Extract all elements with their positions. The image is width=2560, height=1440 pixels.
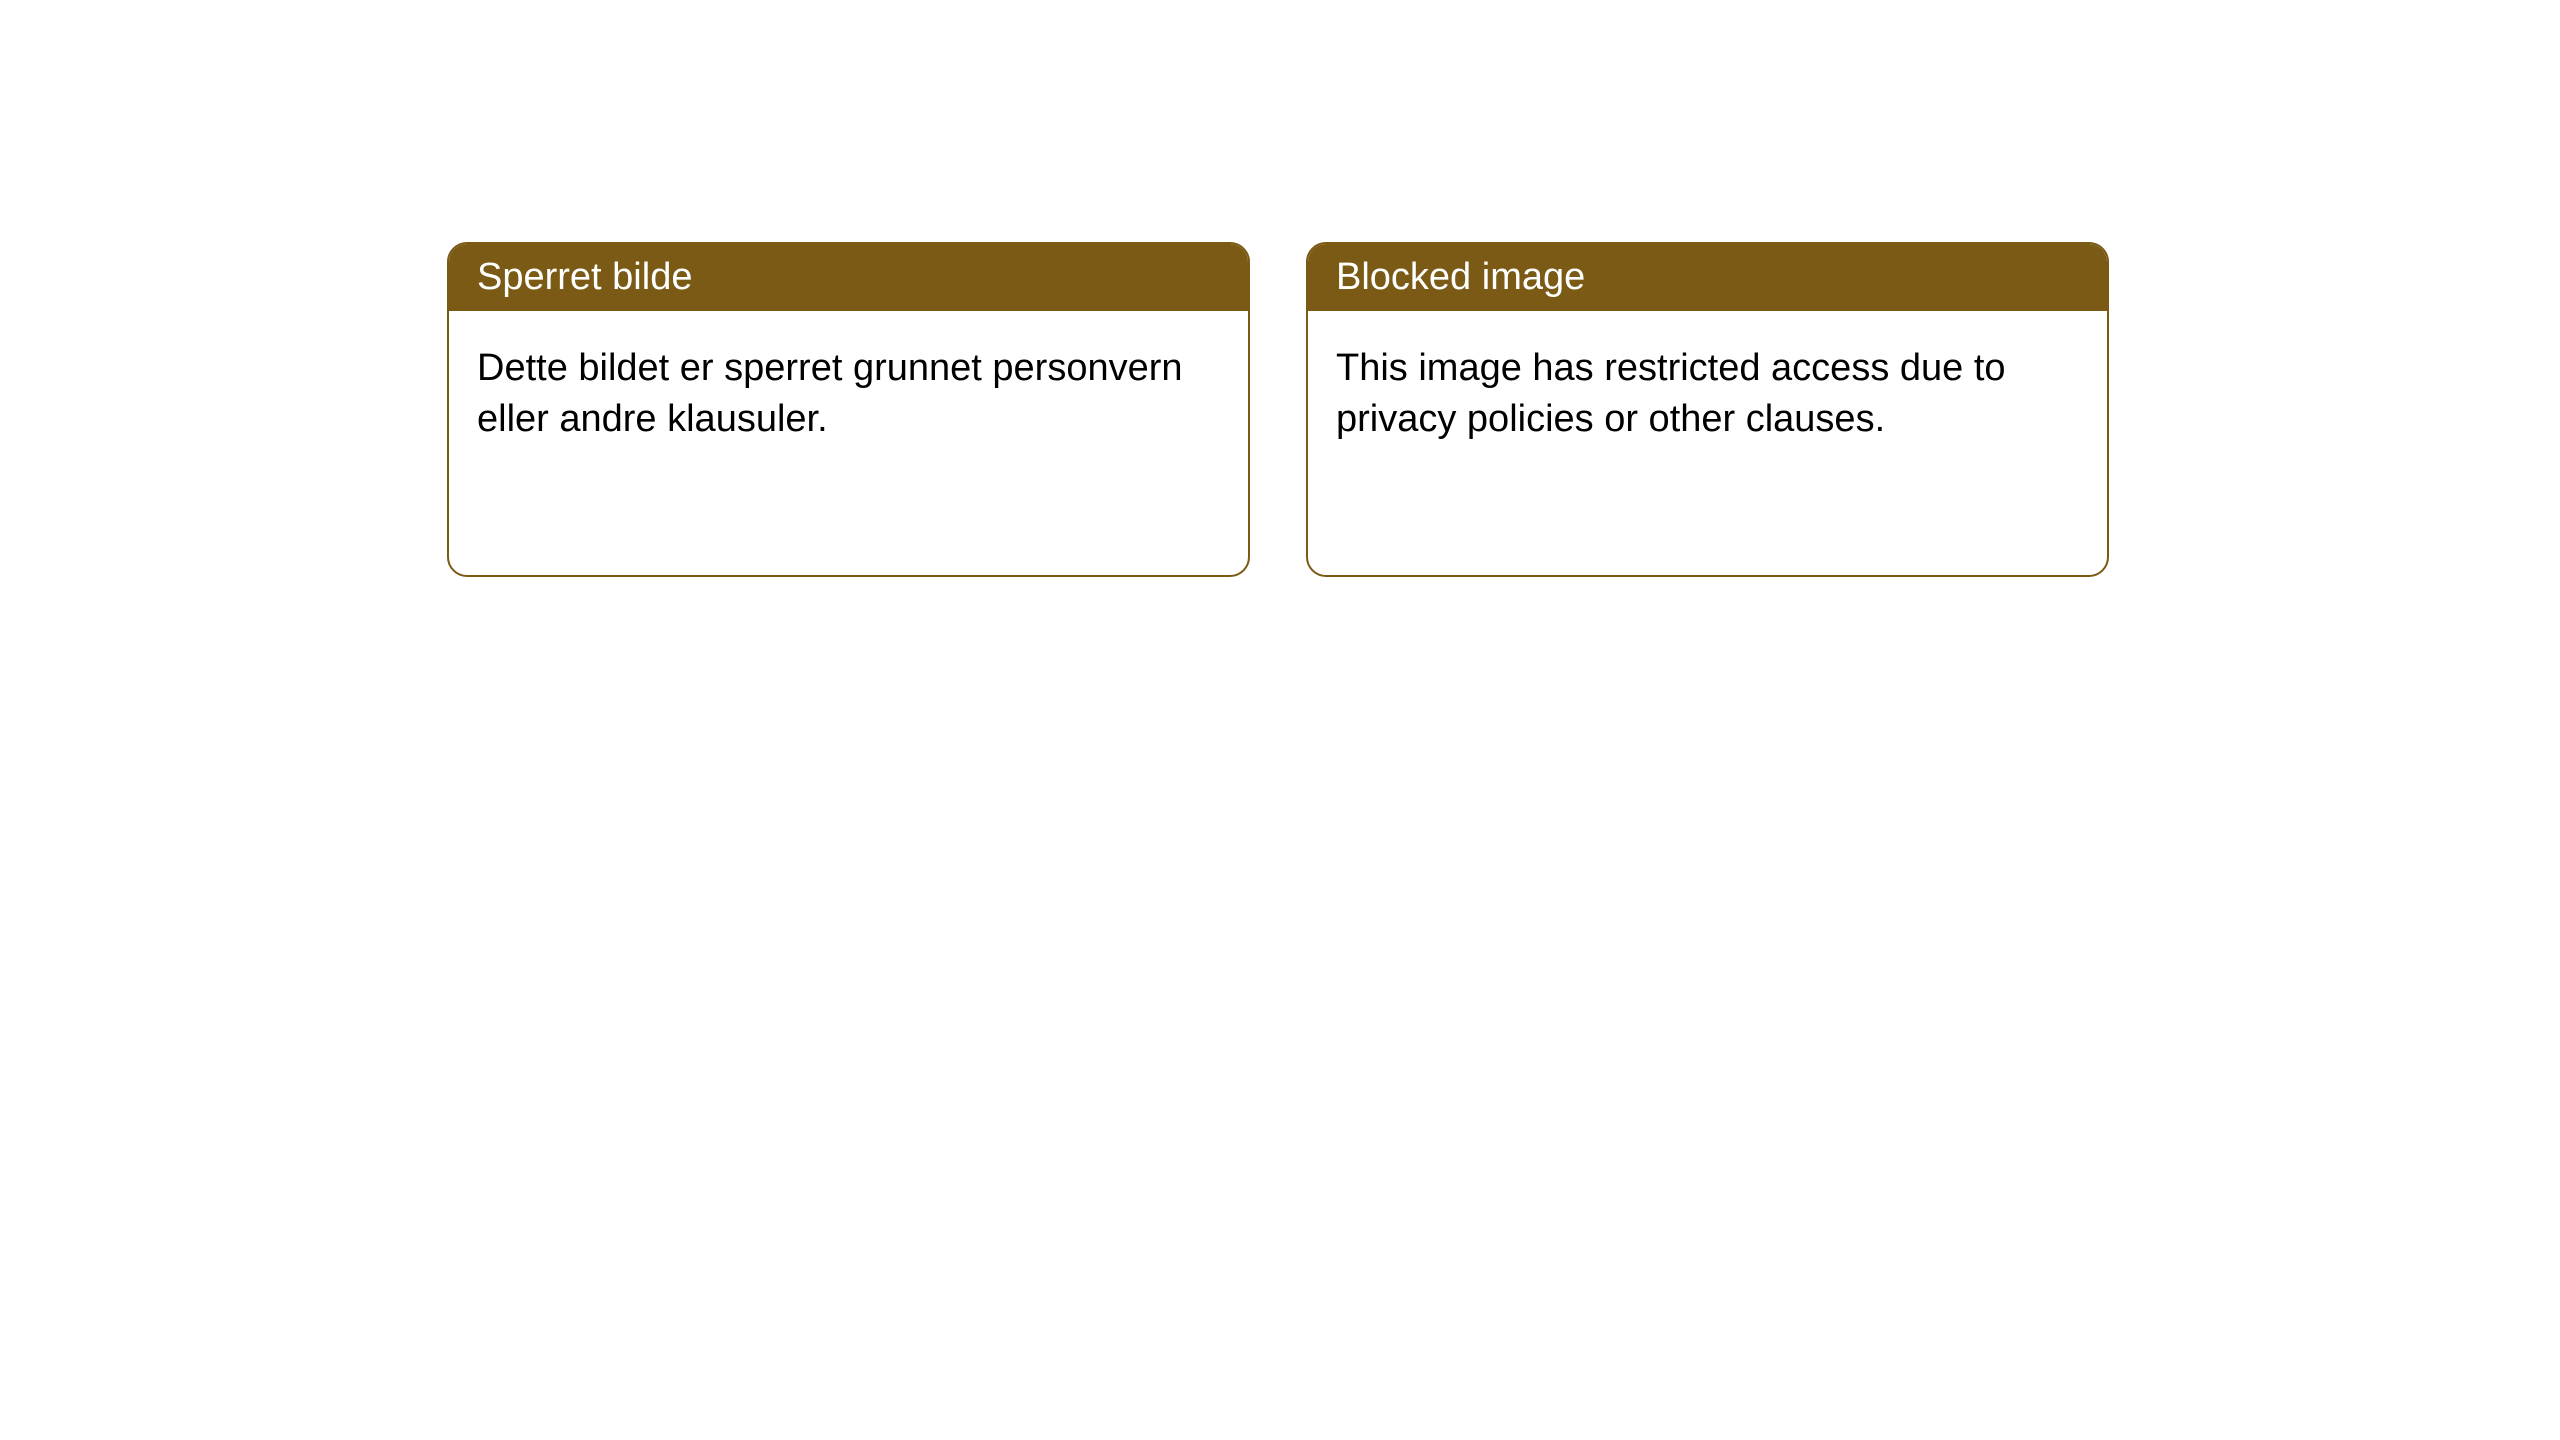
notice-card-norwegian: Sperret bilde Dette bildet er sperret gr… [447, 242, 1250, 577]
card-body: This image has restricted access due to … [1308, 311, 2107, 478]
card-body-text: Dette bildet er sperret grunnet personve… [477, 347, 1183, 440]
card-header: Sperret bilde [449, 244, 1248, 311]
card-body: Dette bildet er sperret grunnet personve… [449, 311, 1248, 478]
notice-cards-container: Sperret bilde Dette bildet er sperret gr… [447, 242, 2109, 577]
card-header: Blocked image [1308, 244, 2107, 311]
card-title: Sperret bilde [477, 256, 692, 298]
notice-card-english: Blocked image This image has restricted … [1306, 242, 2109, 577]
card-title: Blocked image [1336, 256, 1585, 298]
card-body-text: This image has restricted access due to … [1336, 347, 2006, 440]
